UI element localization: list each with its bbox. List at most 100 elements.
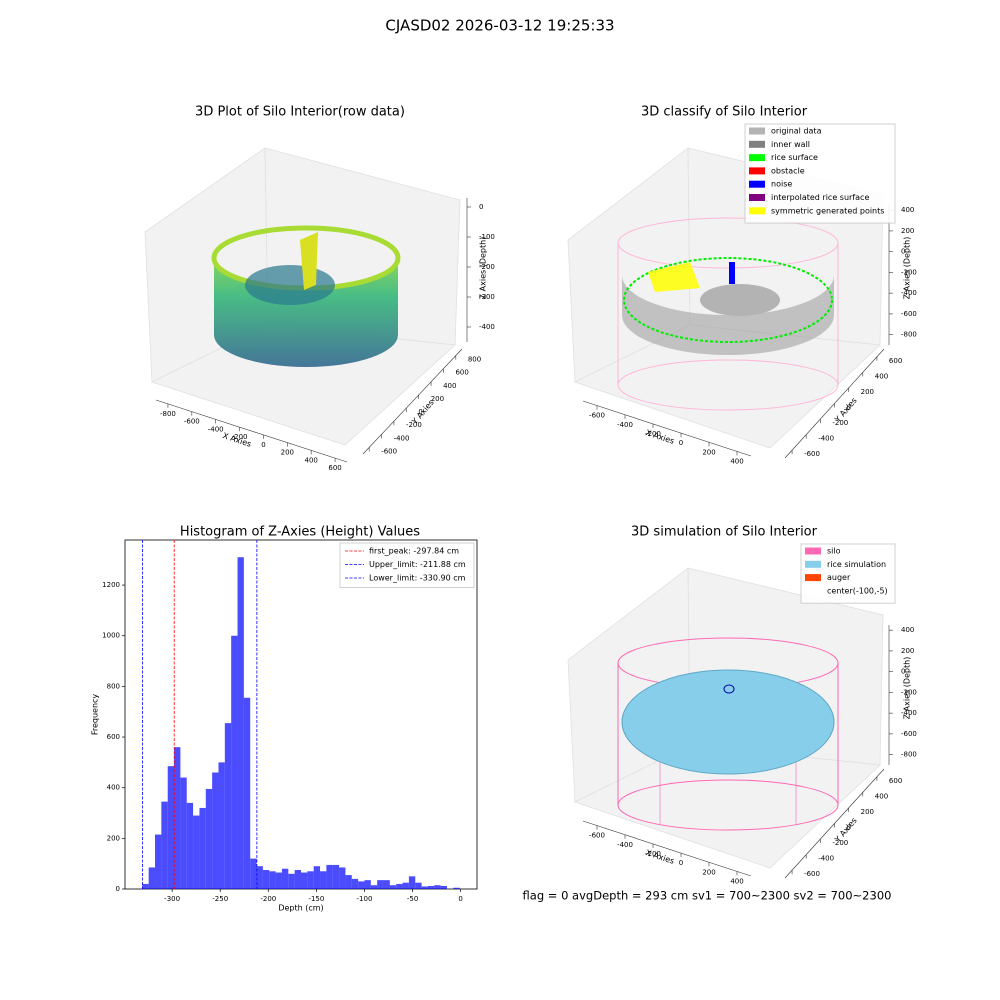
hist-bar [167,766,175,889]
x-axis-line [582,820,752,877]
hist-bar [148,867,156,889]
hist-bar [155,834,162,889]
hist-bar [326,864,333,889]
x-tick-label: -200 [645,850,661,858]
legend-label: rice simulation [827,560,886,569]
hist-bar [205,788,213,889]
x-tick-label: 0 [261,441,265,449]
plot3-panes [567,567,884,869]
legend-swatch [749,154,765,162]
z-tick-label: -200 [901,688,917,696]
z-tick-label: -300 [479,293,495,301]
hist-bar [389,885,397,889]
y-axis-label: Frequency [91,694,100,736]
x-tick-label: -600 [589,832,605,840]
hist-bar [421,886,428,889]
legend-label: center(-100,-5) [827,586,888,595]
hist-bar [193,815,200,889]
x-tick-label: -200 [260,895,276,903]
hist-bar [339,867,346,889]
x-tick-label: -200 [232,433,248,441]
hist-bar [275,872,282,889]
hist-bar [218,762,225,889]
z-tick-label: -800 [901,751,917,759]
x-tick-label: 400 [730,457,743,465]
hist-bar [370,885,378,889]
y-tick-label: 200 [861,808,874,816]
x-tick-label: -300 [164,895,180,903]
x-tick-label: -250 [212,895,228,903]
hist-bar [345,875,352,889]
hist-bar [262,870,270,889]
x-tick-label: -400 [208,425,224,433]
y-axis-label: Y Axies [410,398,436,427]
x-axis-line [155,399,348,463]
x-tick-label: 0 [458,895,462,903]
x-tick-label: 200 [702,448,715,456]
x-axis-label: Depth (cm) [278,904,323,913]
z-tick-label: -600 [901,310,917,318]
z-tick-label: 400 [901,206,914,214]
legend-box [744,123,896,224]
y-tick-label: 200 [107,834,120,842]
hist-bar [161,801,168,889]
y-tick-label: 400 [443,382,456,390]
z-tick-label: -400 [479,323,495,331]
hist-bar [231,635,238,889]
y-tick-label: -200 [832,839,848,847]
x-tick-label: 600 [328,464,341,472]
chart-title: Histogram of Z-Axies (Height) Values [180,525,420,540]
hist-bar [396,883,403,889]
hist-bar [427,885,435,889]
hist-bar [320,871,327,889]
hist-bar [224,723,232,889]
y-tick-label: -600 [804,450,820,458]
z-axis-label: Z Axies (Depth) [479,237,488,300]
x-tick-label: -600 [589,412,605,420]
legend-box [339,542,475,588]
hist-bar [434,885,441,889]
y-tick-label: 0 [116,885,120,893]
y-tick-label: 400 [107,784,120,792]
y-tick-label: -600 [381,447,397,455]
y-tick-label: -400 [818,435,834,443]
legend-swatch [749,167,765,175]
x-axis-line [582,400,752,457]
hist-bar [250,858,257,889]
x-tick-label: 0 [679,439,683,447]
legend-swatch [805,547,821,555]
hist-bar [301,872,308,889]
hist-bar [313,866,321,889]
hist-bar [383,880,390,889]
y-tick-label: 400 [875,792,888,800]
y-tick-label: 0 [847,404,851,412]
hist-bar [402,882,409,889]
chart-title: 3D simulation of Silo Interior [631,525,818,540]
legend-swatch [749,194,765,201]
y-tick-label: -200 [406,421,422,429]
y-tick-label: 0 [418,408,422,416]
z-tick-label: 0 [901,668,905,676]
legend-label: first_peak: -297.84 cm [369,547,459,556]
figure-title: CJASD02 2026-03-12 19:25:33 [385,17,614,35]
y-tick-label: -400 [818,855,834,863]
x-tick-label: -50 [407,895,418,903]
y-tick-label: 600 [889,357,902,365]
y-tick-label: -400 [394,434,410,442]
legend-label: inner wall [771,140,810,149]
legend-swatch [749,140,765,148]
hist-bar [440,885,447,889]
z-tick-label: 0 [479,203,483,211]
legend-swatch [805,574,821,582]
legend-swatch [805,560,821,568]
hist-bar [288,873,295,889]
y-tick-label: 600 [107,733,120,741]
hist-bar [408,876,416,889]
y-axis-line [362,348,463,455]
z-tick-label: 400 [901,626,914,634]
y-tick-label: 600 [455,369,468,377]
y-tick-label: 800 [468,356,481,364]
y-tick-label: 0 [847,824,851,832]
y-tick-label: 1200 [102,581,120,589]
